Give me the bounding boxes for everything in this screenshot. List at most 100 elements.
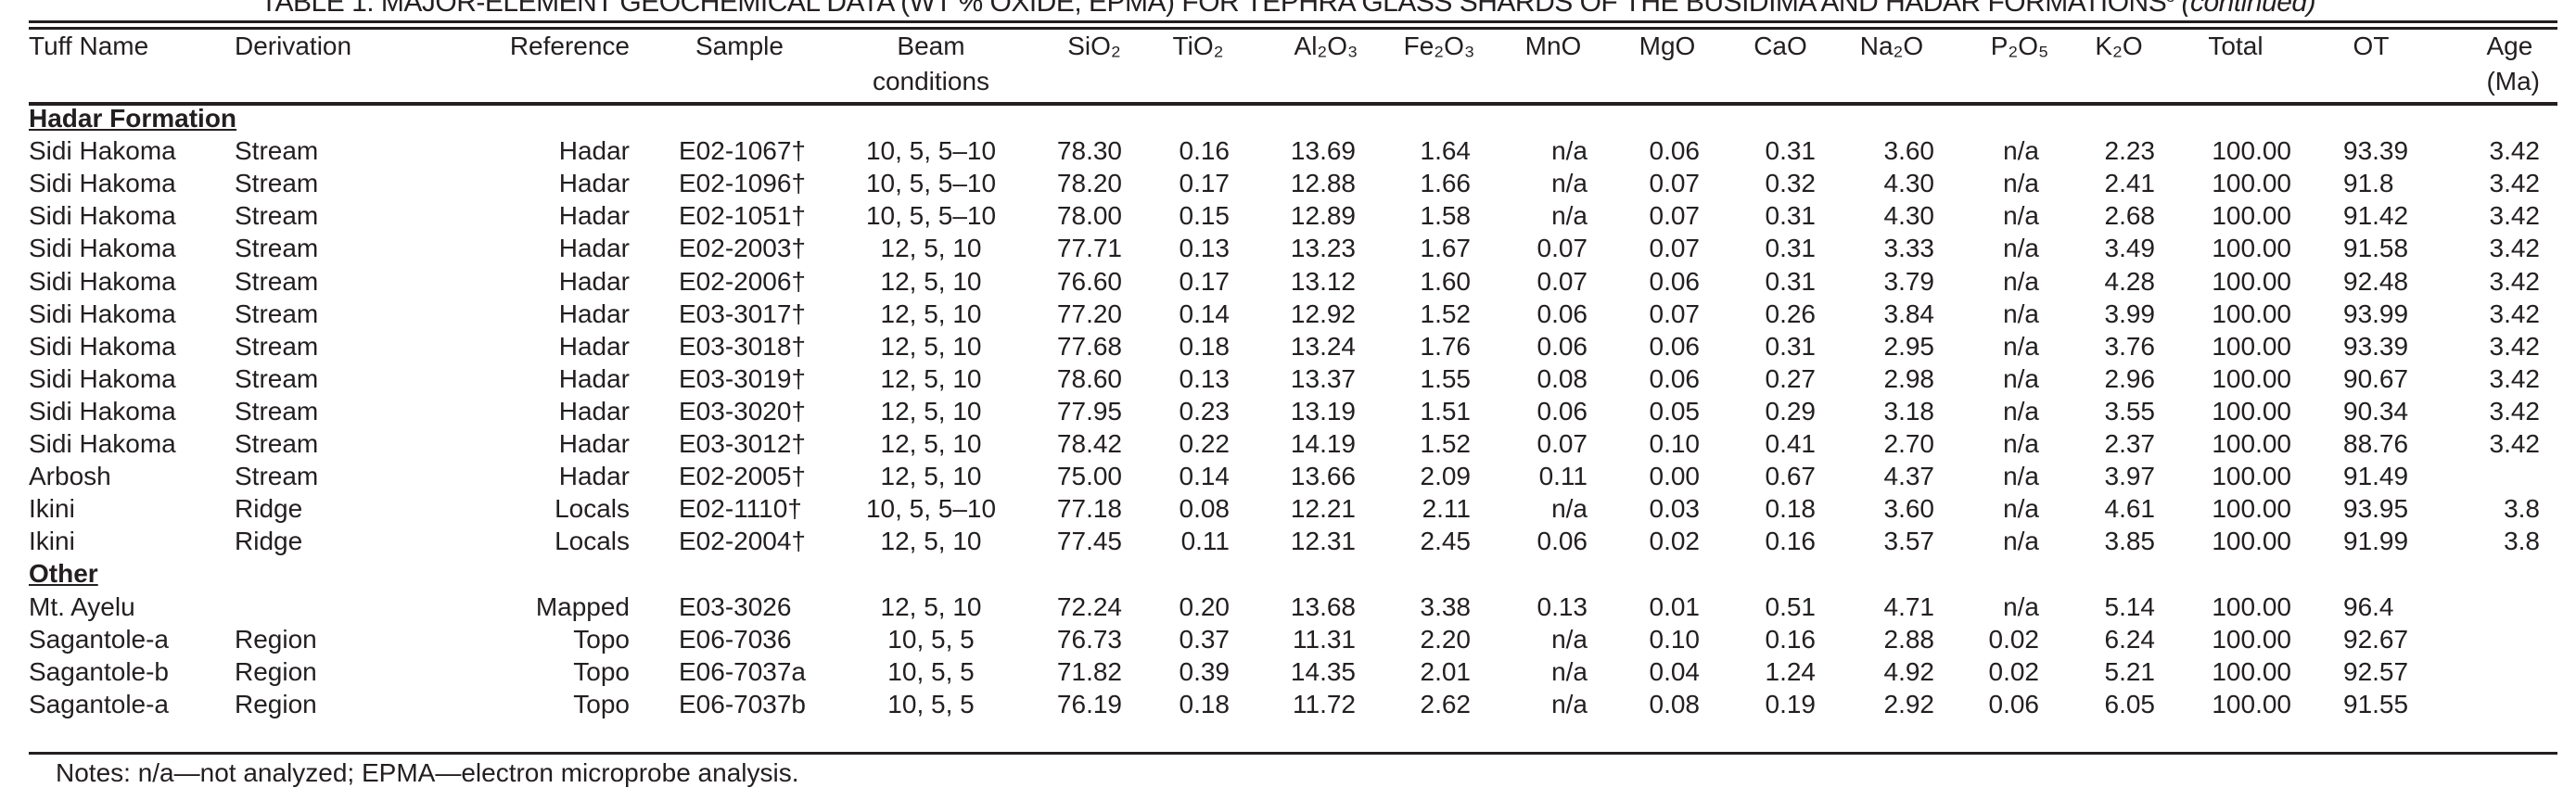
- cell-tio2: 0.08: [1179, 494, 1231, 524]
- cell-ref: Topo: [573, 689, 630, 718]
- cell-tuff: Sidi Hakoma: [29, 363, 176, 393]
- cell-p2o5: n/a: [2003, 527, 2039, 556]
- cell-tuff: Sidi Hakoma: [29, 331, 176, 361]
- cell-mno: n/a: [1551, 689, 1588, 718]
- header-rule: [29, 102, 2557, 106]
- cell-ref: Hadar: [558, 363, 630, 393]
- cell-tio2: 0.14: [1179, 299, 1231, 328]
- cell-deriv: Ridge: [235, 527, 303, 556]
- cell-na2o: 4.92: [1883, 656, 1935, 686]
- bottom-rule: [29, 752, 2557, 755]
- cell-k2o: 3.99: [2104, 299, 2156, 328]
- column-header-label: Beam: [897, 32, 965, 60]
- cell-age: 3.8: [2504, 494, 2540, 524]
- cell-sio2: 78.20: [1056, 169, 1122, 198]
- cell-sio2: 78.42: [1056, 429, 1122, 458]
- cell-beam: 10, 5, 5–10: [865, 169, 997, 198]
- cell-mgo: 0.01: [1649, 591, 1701, 621]
- cell-cao: 0.18: [1765, 494, 1817, 524]
- column-header-tio2: TiO₂: [920, 30, 1476, 63]
- cell-tuff: Arbosh: [29, 462, 111, 491]
- cell-deriv: Stream: [235, 396, 319, 426]
- cell-tio2: 0.18: [1179, 331, 1231, 361]
- cell-sample: E03-3012†: [679, 429, 807, 458]
- cell-al2o3: 12.21: [1290, 494, 1356, 524]
- cell-fe2o3: 1.60: [1420, 266, 1472, 296]
- cell-cao: 0.41: [1765, 429, 1817, 458]
- cell-cao: 0.32: [1765, 169, 1817, 198]
- cell-ref: Hadar: [558, 429, 630, 458]
- cell-p2o5: n/a: [2003, 396, 2039, 426]
- cell-deriv: Region: [235, 689, 317, 718]
- cell-ot: 92.57: [2343, 656, 2409, 686]
- cell-mno: n/a: [1551, 656, 1588, 686]
- column-header-label: Sample: [695, 32, 784, 60]
- cell-cao: 0.31: [1765, 331, 1817, 361]
- cell-sio2: 77.68: [1056, 331, 1122, 361]
- column-header-age: Age (Ma): [2486, 30, 2540, 98]
- cell-beam: 10, 5, 5: [887, 689, 975, 718]
- cell-beam: 12, 5, 10: [880, 591, 982, 621]
- cell-total: 100.00: [2212, 429, 2291, 458]
- cell-beam: 10, 5, 5: [887, 624, 975, 654]
- cell-beam: 10, 5, 5: [887, 656, 975, 686]
- title-continued: (continued): [2181, 0, 2316, 18]
- cell-ref: Hadar: [558, 201, 630, 231]
- cell-p2o5: n/a: [2003, 266, 2039, 296]
- cell-p2o5: n/a: [2003, 462, 2039, 491]
- cell-tuff: Sidi Hakoma: [29, 429, 176, 458]
- cell-tio2: 0.39: [1179, 656, 1231, 686]
- cell-sio2: 78.60: [1056, 363, 1122, 393]
- cell-ref: Locals: [555, 527, 630, 556]
- cell-mgo: 0.06: [1649, 363, 1701, 393]
- cell-age: 3.42: [2489, 331, 2541, 361]
- cell-sio2: 76.19: [1056, 689, 1122, 718]
- cell-p2o5: n/a: [2003, 299, 2039, 328]
- cell-mno: n/a: [1551, 169, 1588, 198]
- cell-sio2: 77.20: [1056, 299, 1122, 328]
- cell-ref: Hadar: [558, 331, 630, 361]
- column-header-total: Total: [1958, 30, 2514, 63]
- cell-mno: 0.08: [1537, 363, 1588, 393]
- cell-sio2: 76.60: [1056, 266, 1122, 296]
- cell-deriv: Stream: [235, 266, 319, 296]
- cell-sample: E02-1110†: [679, 494, 802, 524]
- cell-na2o: 3.60: [1883, 494, 1935, 524]
- cell-beam: 12, 5, 10: [880, 234, 982, 263]
- column-header-label-line2: conditions: [872, 67, 990, 95]
- cell-sio2: 75.00: [1056, 462, 1122, 491]
- cell-mno: 0.07: [1537, 429, 1588, 458]
- cell-fe2o3: 1.66: [1420, 169, 1472, 198]
- cell-ref: Hadar: [558, 234, 630, 263]
- cell-al2o3: 13.66: [1290, 462, 1356, 491]
- cell-age: 3.42: [2489, 201, 2541, 231]
- cell-tuff: Ikini: [29, 494, 75, 524]
- cell-tio2: 0.14: [1179, 462, 1231, 491]
- section-heading: Hadar Formation: [29, 104, 237, 133]
- cell-fe2o3: 1.52: [1420, 429, 1472, 458]
- column-header-k2o: K₂O: [1841, 30, 2397, 63]
- cell-mno: 0.07: [1537, 266, 1588, 296]
- cell-mno: 0.06: [1537, 331, 1588, 361]
- cell-beam: 10, 5, 5–10: [865, 494, 997, 524]
- cell-mno: 0.07: [1537, 234, 1588, 263]
- cell-total: 100.00: [2212, 266, 2291, 296]
- cell-al2o3: 11.72: [1293, 689, 1356, 718]
- cell-ot: 91.8: [2343, 169, 2394, 198]
- cell-p2o5: 0.02: [1988, 656, 2040, 686]
- cell-cao: 0.31: [1765, 136, 1817, 166]
- column-header-label: Age: [2486, 32, 2533, 60]
- cell-na2o: 3.79: [1883, 266, 1935, 296]
- column-header-label: OT: [2353, 32, 2390, 60]
- cell-sample: E03-3018†: [679, 331, 807, 361]
- cell-na2o: 2.88: [1883, 624, 1935, 654]
- column-header-label: Al₂O₃: [1294, 32, 1358, 60]
- cell-sio2: 76.73: [1056, 624, 1122, 654]
- cell-mgo: 0.08: [1649, 689, 1701, 718]
- cell-ot: 91.58: [2343, 234, 2409, 263]
- cell-al2o3: 12.92: [1290, 299, 1356, 328]
- cell-deriv: Stream: [235, 169, 319, 198]
- column-header-na2o: Na₂O: [1613, 30, 2170, 63]
- cell-sio2: 72.24: [1056, 591, 1122, 621]
- cell-p2o5: n/a: [2003, 363, 2039, 393]
